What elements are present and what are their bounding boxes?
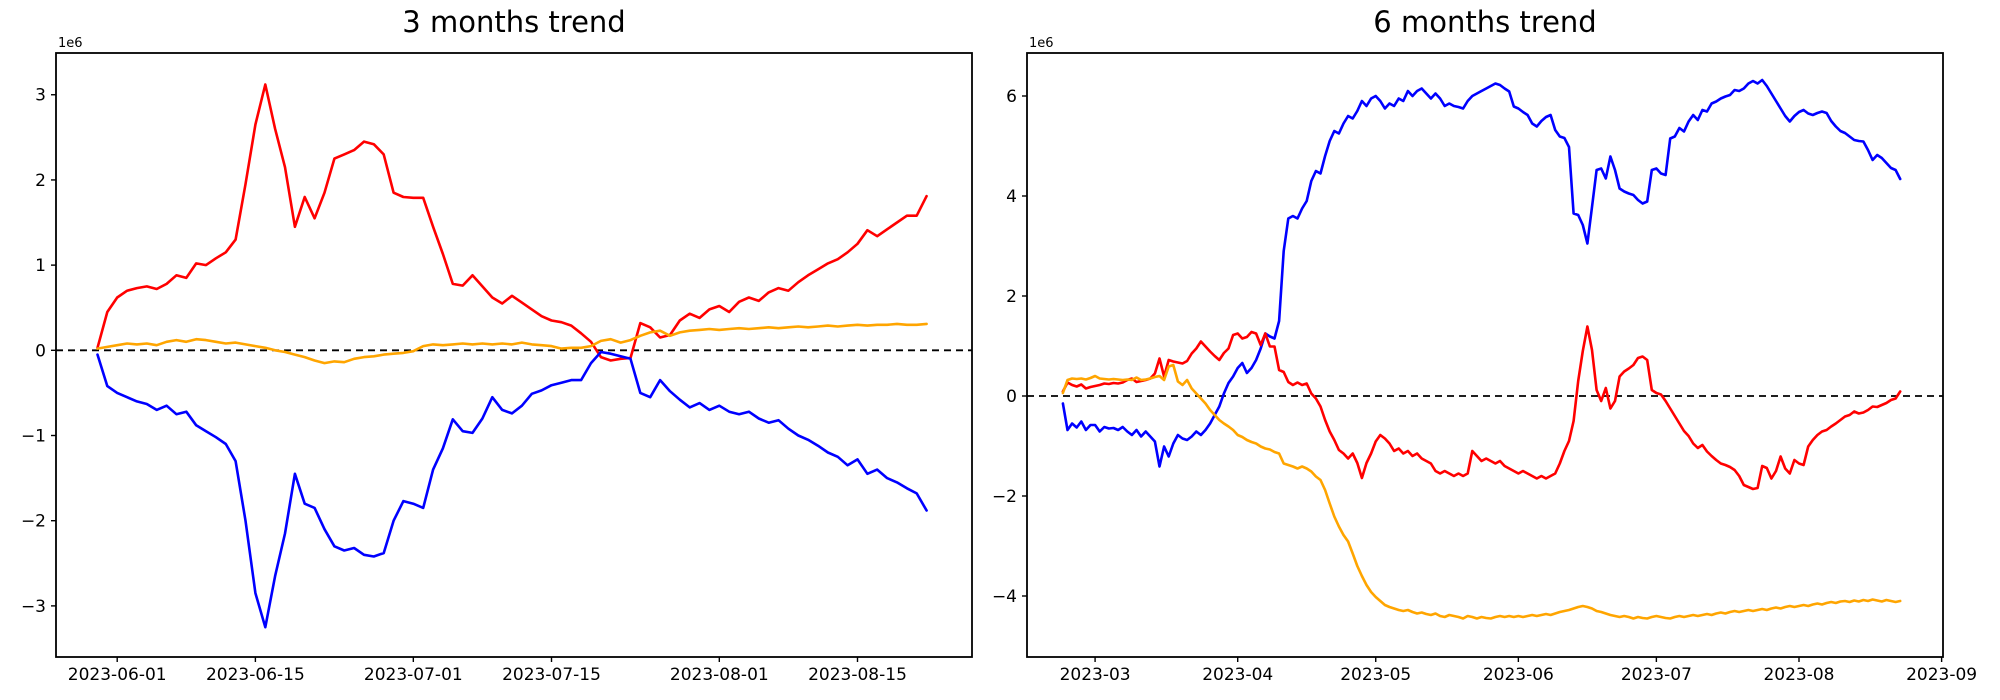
right-axis-offset-label: 1e6 <box>1029 36 1054 51</box>
x-tick-label: 2023-07-15 <box>502 665 601 685</box>
x-tick-label: 2023-08-01 <box>670 665 769 685</box>
series-line-red <box>96 83 928 362</box>
x-tick-label: 2023-08-15 <box>808 665 907 685</box>
x-tick-label: 2023-05 <box>1340 665 1411 685</box>
axes-1: 2023-03 2023-04 2023-05 2023-06 2023-07 2023-… <box>992 52 1977 685</box>
y-tick-label: 1 <box>35 256 46 276</box>
y-tick-label: −1 <box>21 427 46 447</box>
x-tick-label: 2023-06-01 <box>68 665 167 685</box>
axes-spines <box>1026 52 1944 658</box>
series-line-orange <box>96 322 928 365</box>
x-tick-label: 2023-03 <box>1060 665 1131 685</box>
axes-0: 2023-06-01 2023-06-15 2023-07-01 2023-07-15… <box>21 52 973 685</box>
y-tick-label: 0 <box>35 341 46 361</box>
y-tick-label: 4 <box>1006 187 1017 207</box>
series-line-red <box>1061 325 1902 491</box>
y-tick-label: −3 <box>21 597 46 617</box>
y-tick-label: −2 <box>21 512 46 532</box>
left-chart-title: 3 months trend <box>402 5 626 39</box>
y-tick-label: 2 <box>35 171 46 191</box>
left-axis-offset-label: 1e6 <box>58 36 83 51</box>
y-tick-label: 6 <box>1006 87 1017 107</box>
x-tick-label: 2023-06-15 <box>206 665 305 685</box>
series-line-blue <box>96 350 928 629</box>
x-tick-label: 2023-08 <box>1763 665 1834 685</box>
x-tick-label: 2023-09 <box>1906 665 1977 685</box>
x-tick-label: 2023-07-01 <box>364 665 463 685</box>
right-chart-title: 6 months trend <box>1373 5 1597 39</box>
x-tick-label: 2023-04 <box>1202 665 1273 685</box>
y-tick-label: 2 <box>1006 287 1017 307</box>
axes-spines <box>55 52 973 658</box>
x-tick-label: 2023-06 <box>1483 665 1554 685</box>
y-tick-label: 3 <box>35 86 46 106</box>
series-line-orange <box>1061 363 1902 620</box>
x-tick-label: 2023-07 <box>1621 665 1692 685</box>
y-tick-label: −4 <box>992 587 1017 607</box>
y-tick-label: 0 <box>1006 387 1017 407</box>
y-tick-label: −2 <box>992 487 1017 507</box>
series-line-blue <box>1061 78 1902 468</box>
